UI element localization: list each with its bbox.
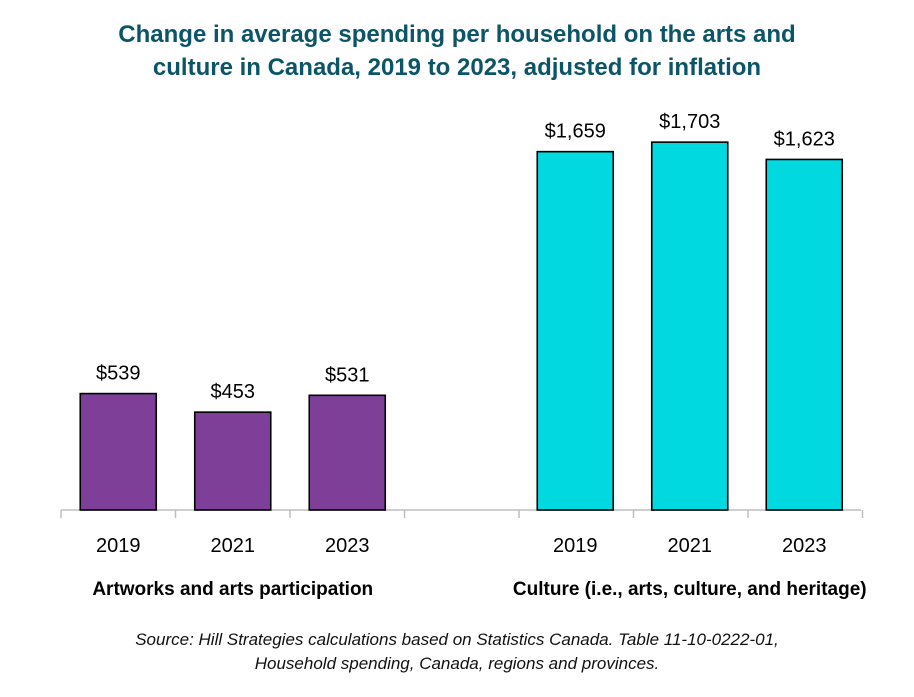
source-line-2: Household spending, Canada, regions and … [254,654,660,673]
group-label-culture: Culture (i.e., arts, culture, and herita… [513,579,867,600]
bar-artworks-2019 [79,392,158,511]
data-label: $1,703 [659,111,720,133]
x-tick-label: 2019 [553,535,598,557]
bar-chart: $539 2019 $453 2021 $531 2023 Artworks and art… [60,111,867,600]
chart-title-line-2: culture in Canada, 2019 to 2023, adjuste… [152,54,762,81]
data-label: $539 [96,363,141,385]
bar-artworks-2021 [193,411,272,511]
bar-artworks-2023 [308,394,387,511]
data-label: $453 [211,381,256,403]
x-tick-label: 2021 [668,535,713,557]
source-note: Source: Hill Strategies calculations bas… [0,628,914,676]
x-tick-label: 2021 [211,535,256,557]
group-label-artworks: Artworks and arts participation [92,579,373,600]
data-label: $1,623 [774,128,835,150]
bar-culture-2021 [650,141,729,511]
bar-culture-2023 [765,158,844,511]
data-label: $531 [325,364,370,386]
x-tick-label: 2023 [325,535,370,557]
chart-title-line-1: Change in average spending per household… [118,21,796,48]
x-tick-label: 2023 [782,535,827,557]
data-label: $1,659 [545,121,606,143]
x-tick-label: 2019 [96,535,141,557]
source-line-1: Source: Hill Strategies calculations bas… [135,630,779,649]
bar-culture-2019 [536,150,615,511]
chart-title: Change in average spending per household… [0,18,914,84]
